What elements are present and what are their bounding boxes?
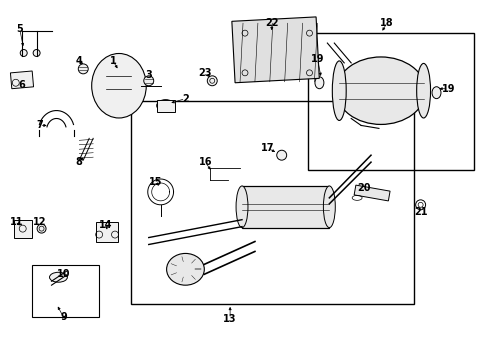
Text: 19: 19 xyxy=(441,84,454,94)
Text: 3: 3 xyxy=(145,70,152,80)
Ellipse shape xyxy=(314,77,323,89)
Ellipse shape xyxy=(207,76,217,86)
Bar xyxy=(242,186,328,228)
Ellipse shape xyxy=(236,186,247,228)
Text: 17: 17 xyxy=(261,143,274,153)
Text: 16: 16 xyxy=(198,157,212,167)
Ellipse shape xyxy=(166,253,204,285)
Text: 5: 5 xyxy=(16,24,23,34)
Text: 23: 23 xyxy=(198,68,212,78)
Bar xyxy=(131,100,413,304)
Text: 13: 13 xyxy=(223,314,236,324)
Bar xyxy=(14,220,32,238)
Text: 2: 2 xyxy=(182,94,188,104)
Bar xyxy=(307,33,473,170)
Ellipse shape xyxy=(332,61,346,121)
Text: 11: 11 xyxy=(10,217,23,227)
Ellipse shape xyxy=(431,87,440,99)
Ellipse shape xyxy=(336,57,425,125)
Text: 22: 22 xyxy=(264,18,278,28)
Ellipse shape xyxy=(416,63,429,118)
Ellipse shape xyxy=(37,224,46,233)
Bar xyxy=(231,17,319,83)
Ellipse shape xyxy=(20,50,27,57)
Text: 12: 12 xyxy=(33,217,46,227)
Text: 9: 9 xyxy=(60,312,67,322)
Text: 8: 8 xyxy=(76,157,82,167)
Text: 14: 14 xyxy=(99,220,113,230)
Text: 1: 1 xyxy=(109,56,116,66)
Text: 20: 20 xyxy=(357,183,370,193)
Text: 4: 4 xyxy=(76,56,82,66)
Text: 18: 18 xyxy=(379,18,393,28)
Ellipse shape xyxy=(49,272,67,282)
Bar xyxy=(156,100,174,112)
Ellipse shape xyxy=(78,64,88,74)
Text: 21: 21 xyxy=(413,207,427,217)
Ellipse shape xyxy=(143,76,153,86)
Ellipse shape xyxy=(33,50,40,57)
Text: 7: 7 xyxy=(36,121,43,130)
Bar xyxy=(32,265,99,317)
Text: 19: 19 xyxy=(310,54,324,64)
Bar xyxy=(353,185,389,201)
Text: 10: 10 xyxy=(57,269,70,279)
Ellipse shape xyxy=(92,54,146,118)
Text: 6: 6 xyxy=(19,80,25,90)
Bar xyxy=(10,71,34,89)
Ellipse shape xyxy=(156,100,174,112)
Text: 15: 15 xyxy=(149,177,162,187)
Bar xyxy=(96,222,118,242)
Ellipse shape xyxy=(276,150,286,160)
Ellipse shape xyxy=(323,186,335,228)
